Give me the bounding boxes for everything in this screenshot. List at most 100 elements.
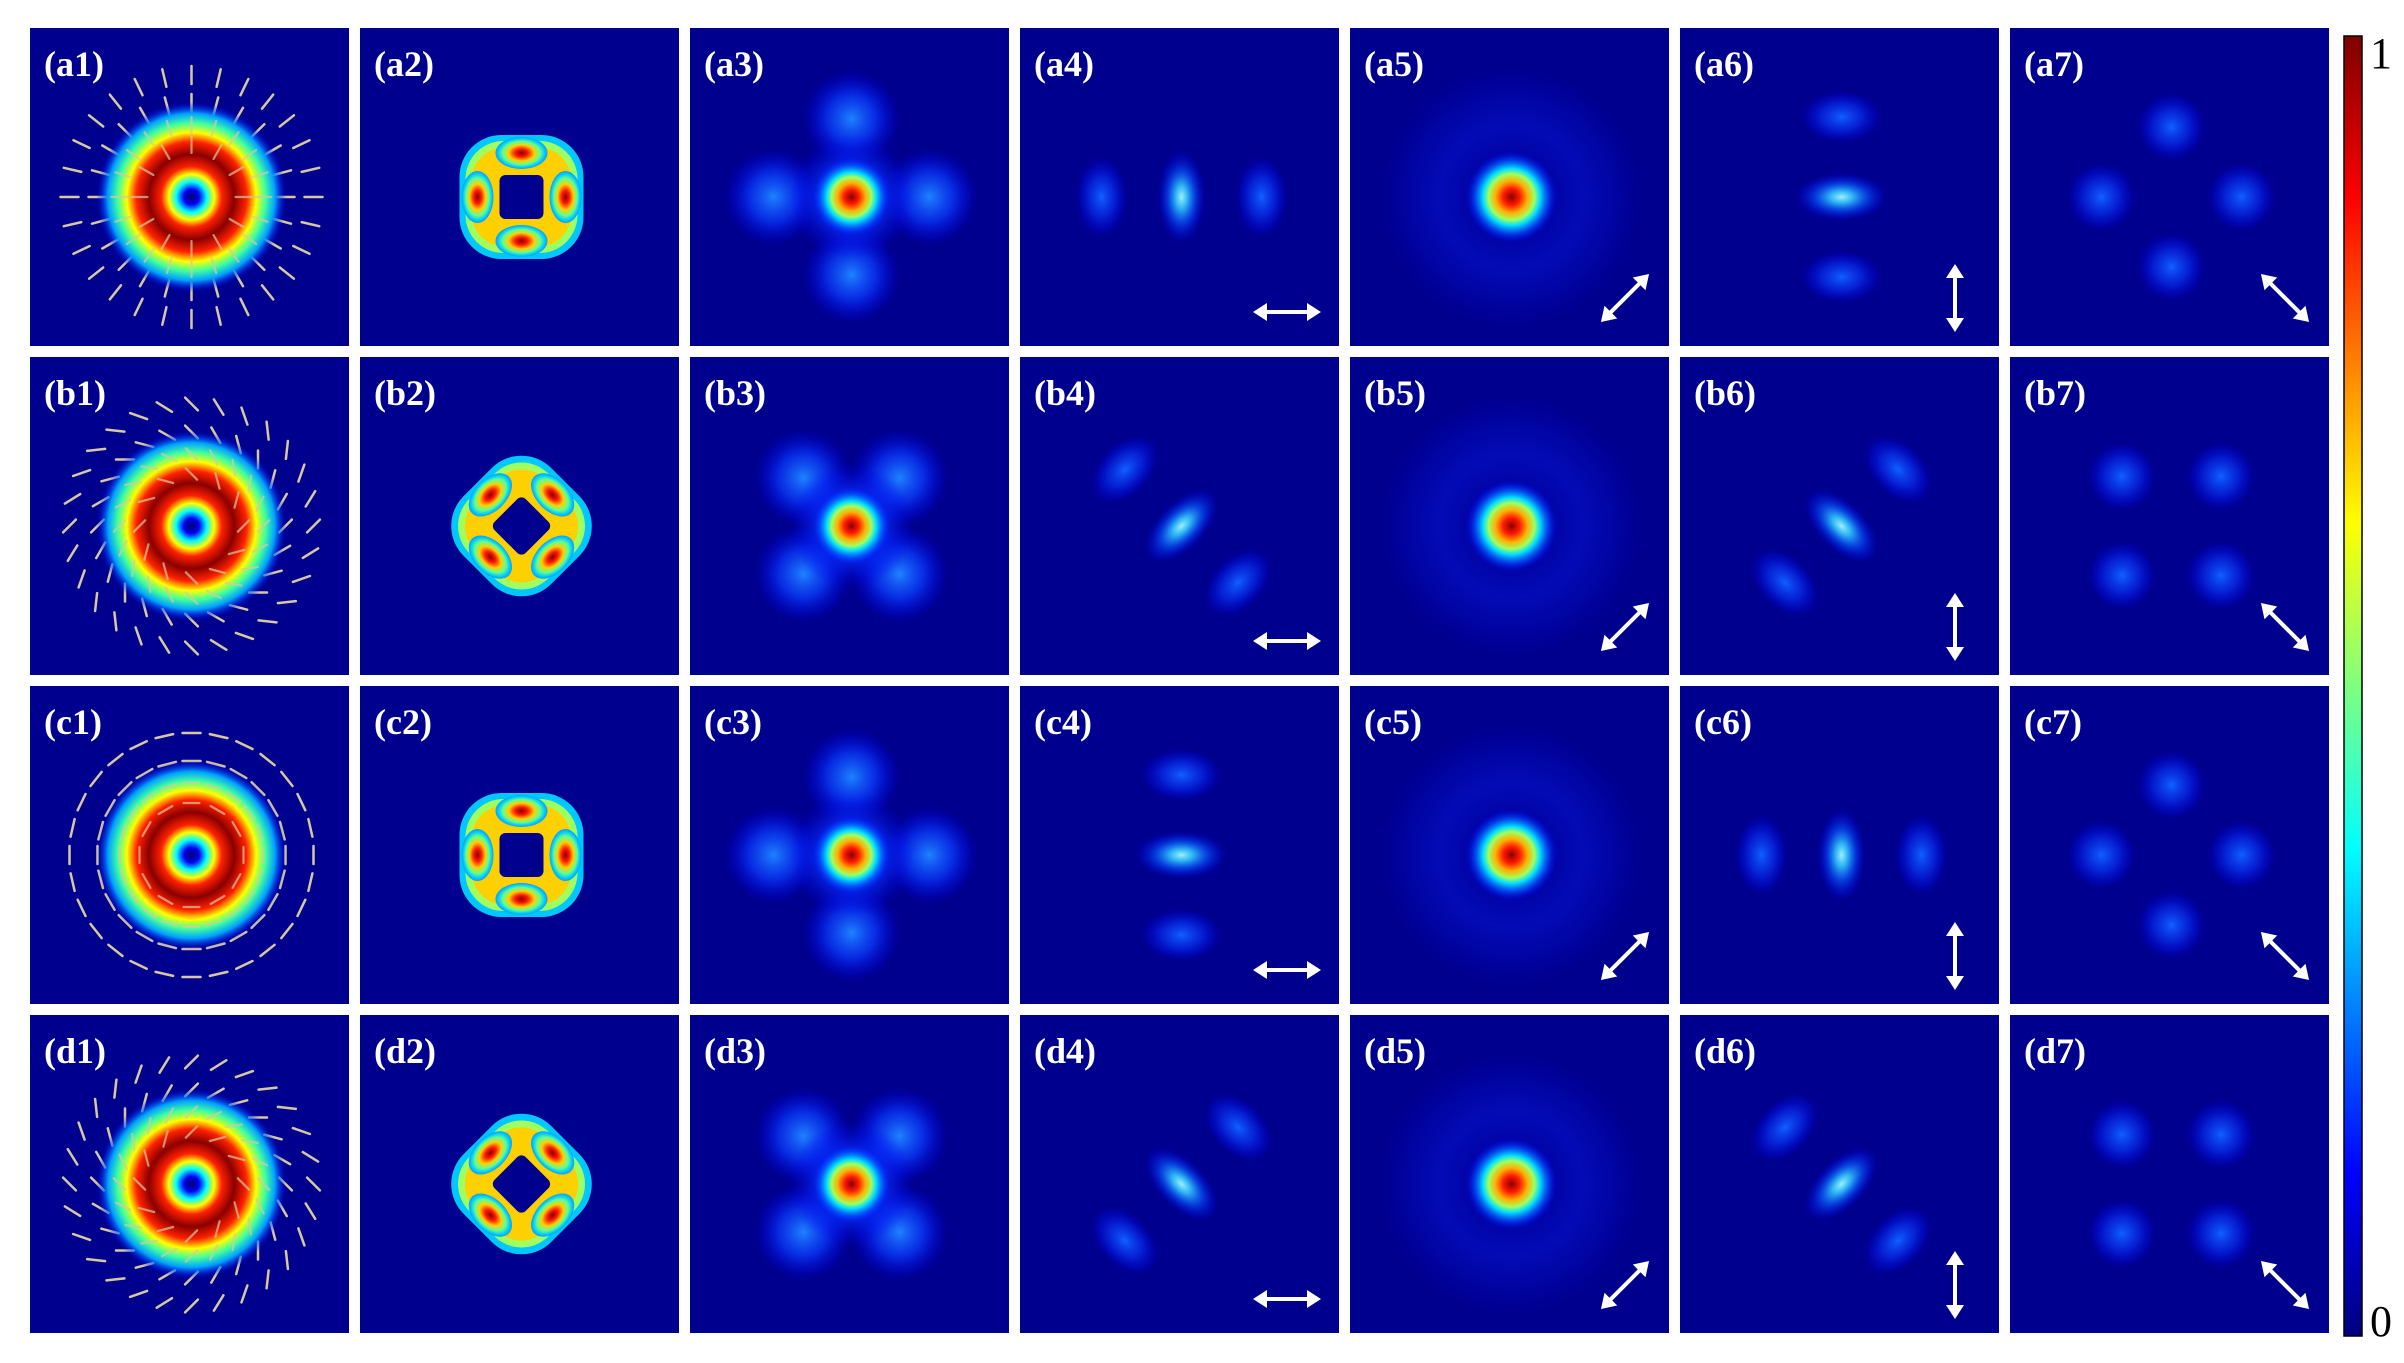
- panel-c2: (c2): [360, 686, 679, 1004]
- panel-label: (c6): [1694, 702, 1752, 742]
- center-lobe: [1817, 809, 1866, 901]
- panel-b3: (b3): [690, 357, 1009, 675]
- panel-label: (d3): [704, 1031, 766, 1071]
- panel-a5: (a5): [1350, 28, 1669, 346]
- center-spot: [1465, 151, 1558, 243]
- intensity-lobe: [461, 171, 494, 223]
- analyzer-arrow-icon: [1946, 264, 1964, 332]
- center-spot: [811, 1144, 892, 1224]
- center-spot: [811, 486, 892, 566]
- intensity-lobe: [549, 171, 582, 223]
- panel-label: (b1): [44, 373, 106, 413]
- intensity-lobe: [2186, 442, 2255, 511]
- panel-b4: (b4): [1020, 357, 1339, 675]
- panel-label: (a6): [1694, 44, 1754, 84]
- side-lobe: [1235, 157, 1288, 237]
- polarization-lines-overlay: [110, 115, 273, 279]
- intensity-lobe: [468, 1131, 512, 1175]
- intensity-lobe: [2137, 233, 2206, 301]
- analyzer-arrow-icon: [1600, 602, 1650, 652]
- center-lobe: [1804, 1147, 1879, 1221]
- panel-label: (a4): [1034, 44, 1094, 84]
- center-lobe: [1144, 489, 1219, 563]
- panel-label: (b5): [1364, 373, 1426, 413]
- side-lobe: [1751, 548, 1819, 617]
- analyzer-arrow-icon: [1600, 273, 1650, 323]
- panel-d7: (d7): [2010, 1015, 2329, 1333]
- intensity-lobe: [495, 883, 548, 915]
- analyzer-arrow-icon: [1253, 961, 1321, 979]
- panel-label: (b3): [704, 373, 766, 413]
- center-spot: [811, 157, 892, 237]
- panel-d1: (d1): [30, 1015, 349, 1333]
- intensity-lobe: [2067, 821, 2136, 889]
- panel-c4: (c4): [1020, 686, 1339, 1004]
- colorbar-max-label: 1: [2370, 29, 2392, 78]
- panel-c7: (c7): [2010, 686, 2329, 1004]
- panel-a6: (a6): [1680, 28, 1999, 346]
- analyzer-arrow-icon: [2260, 931, 2310, 981]
- intensity-lobe: [461, 829, 494, 881]
- side-lobe: [1895, 815, 1948, 895]
- analyzer-arrow-icon: [1946, 922, 1964, 990]
- panel-c3: (c3): [690, 686, 1009, 1004]
- ring-beam: [96, 102, 287, 292]
- intensity-lobe: [495, 795, 548, 827]
- panel-background: [2010, 1015, 2329, 1333]
- panel-d5: (d5): [1350, 1015, 1669, 1333]
- side-lobe: [1751, 1093, 1819, 1162]
- panel-label: (c5): [1364, 702, 1422, 742]
- center-lobe: [1795, 173, 1888, 221]
- polarization-lines-overlay: [118, 781, 265, 929]
- side-lobe: [1141, 909, 1222, 961]
- polarization-lines-overlay: [112, 1105, 271, 1263]
- ring-beam: [96, 1089, 287, 1279]
- panel-d6: (d6): [1680, 1015, 1999, 1333]
- panel-label: (d4): [1034, 1031, 1096, 1071]
- intensity-lobe: [531, 535, 575, 579]
- intensity-lobe: [2088, 541, 2157, 610]
- side-lobe: [1801, 91, 1882, 143]
- panel-label: (a7): [2024, 44, 2084, 84]
- panel-label: (d6): [1694, 1031, 1756, 1071]
- intensity-lobe: [2207, 821, 2276, 889]
- analyzer-arrow-icon: [1946, 593, 1964, 661]
- center-spot: [1465, 1138, 1558, 1230]
- panel-b1: (b1): [30, 357, 349, 675]
- panel-label: (b4): [1034, 373, 1096, 413]
- analyzer-arrow-icon: [1253, 1290, 1321, 1308]
- intensity-lobe: [468, 535, 512, 579]
- panel-a2: (a2): [360, 28, 679, 346]
- panel-label: (b6): [1694, 373, 1756, 413]
- colorbar-gradient: [2343, 35, 2363, 1337]
- panel-label: (d7): [2024, 1031, 2086, 1071]
- ring-beam: [96, 760, 287, 950]
- side-lobe: [1091, 1206, 1159, 1275]
- intensity-lobe: [531, 473, 575, 517]
- panel-a7: (a7): [2010, 28, 2329, 346]
- intensity-lobe: [2186, 1199, 2255, 1268]
- panel-a1: (a1): [30, 28, 349, 346]
- panel-b6: (b6): [1680, 357, 1999, 675]
- center-lobe: [1135, 831, 1228, 879]
- panel-label: (a5): [1364, 44, 1424, 84]
- center-lobe: [1157, 151, 1206, 243]
- center-spot: [1465, 809, 1558, 901]
- panel-label: (a1): [44, 44, 104, 84]
- center-lobe: [1804, 489, 1879, 563]
- intensity-lobe: [2137, 93, 2206, 161]
- colorbar: 10: [2343, 29, 2392, 1346]
- analyzer-arrow-icon: [1946, 1251, 1964, 1319]
- analyzer-arrow-icon: [2260, 1260, 2310, 1310]
- intensity-lobe: [468, 1193, 512, 1237]
- intensity-lobe: [495, 137, 548, 169]
- analyzer-arrow-icon: [2260, 273, 2310, 323]
- intensity-lobe: [2137, 891, 2206, 959]
- panel-label: (c2): [374, 702, 432, 742]
- panel-label: (c3): [704, 702, 762, 742]
- panel-label: (d2): [374, 1031, 436, 1071]
- intensity-lobe: [468, 473, 512, 517]
- center-spot: [1465, 480, 1558, 572]
- analyzer-arrow-icon: [1253, 632, 1321, 650]
- panel-d3: (d3): [690, 1015, 1009, 1333]
